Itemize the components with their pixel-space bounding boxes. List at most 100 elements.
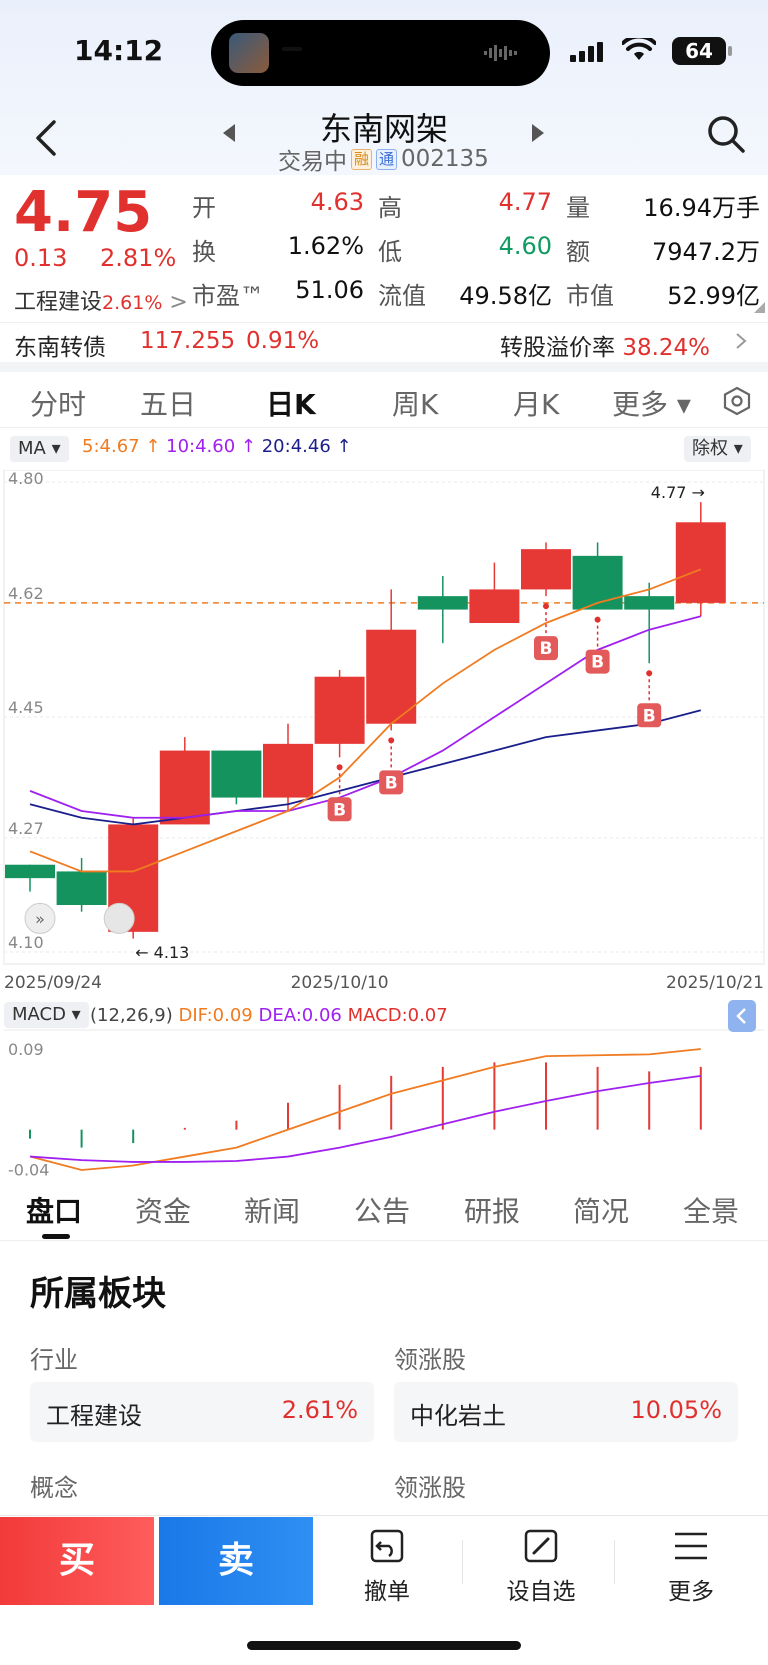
margin-tag: 融	[351, 148, 372, 170]
search-icon[interactable]	[706, 114, 746, 154]
section-title: 所属板块	[30, 1274, 166, 1314]
quote-label: 高	[378, 194, 402, 222]
sell-button[interactable]: 卖	[159, 1517, 313, 1605]
buy-signal-label: B	[385, 773, 398, 793]
status-time: 14:12	[74, 34, 164, 67]
y-tick-label: 4.27	[8, 819, 44, 838]
candle-body	[159, 750, 210, 825]
wifi-icon	[622, 38, 656, 60]
bond-pct: 0.91%	[246, 328, 320, 354]
tab-overview[interactable]: 全景	[683, 1195, 740, 1228]
active-tab-underline	[282, 47, 302, 51]
x-axis-label: 2025/10/21	[666, 973, 764, 993]
edit-icon	[524, 1529, 558, 1563]
macd-dea-line	[29, 1074, 701, 1163]
industry-label: 行业	[30, 1346, 78, 1374]
buy-signal-dot	[646, 670, 653, 677]
buy-signal-badge	[534, 636, 558, 661]
next-stock-arrow-icon[interactable]	[532, 124, 544, 142]
cellular-signal-icon	[570, 42, 603, 62]
kline-chart[interactable]: 4.80 4.62 4.45 4.27 4.10 B B B B B 4.77 → ← 4.13 » 20…	[0, 470, 768, 1180]
stock-subtitle: 交易中 融 通 002135	[278, 142, 489, 176]
settings-icon[interactable]	[722, 386, 752, 416]
max-price-label: 4.77 →	[651, 483, 705, 502]
tab-more[interactable]: 更多 ▾	[612, 388, 691, 421]
tab-daily-k[interactable]: 日K	[266, 388, 316, 421]
tab-profile[interactable]: 简况	[573, 1195, 630, 1228]
add-watchlist-button[interactable]: 设自选	[486, 1528, 596, 1606]
divider	[0, 322, 768, 323]
detail-tabs: 盘口 资金 新闻 公告 研报 简况 全景	[0, 1190, 768, 1240]
leader-label: 领涨股	[394, 1474, 466, 1502]
y-tick-label: 4.45	[8, 698, 44, 717]
tab-five-day[interactable]: 五日	[140, 388, 197, 421]
buy-button[interactable]: 买	[0, 1517, 154, 1605]
leader-card[interactable]: 中化岩土 10.05%	[394, 1382, 738, 1442]
collapse-sidebar-icon	[24, 902, 56, 934]
divider	[462, 1540, 463, 1584]
premium-value: 38.24%	[622, 335, 711, 361]
x-axis-label: 2025/10/10	[291, 973, 389, 993]
y-tick-label: 4.10	[8, 933, 44, 952]
quote-label: 流值	[378, 282, 426, 310]
ma20-value: 20:4.46 ↑	[261, 436, 352, 457]
quote-label: 市值	[566, 282, 614, 310]
expand-corner-icon[interactable]	[754, 302, 765, 313]
industry-link[interactable]: 工程建设2.61% >	[14, 284, 188, 316]
tab-news[interactable]: 新闻	[244, 1195, 301, 1228]
macd-y-tick: 0.09	[8, 1040, 44, 1059]
ma20-line	[29, 709, 702, 826]
tab-research[interactable]: 研报	[464, 1195, 521, 1228]
back-arrow-icon[interactable]	[32, 118, 60, 158]
double-chevron-icon: »	[35, 909, 45, 928]
tab-monthly-k[interactable]: 月K	[513, 388, 560, 421]
audio-wave-icon	[484, 45, 517, 61]
chevron-left-icon	[736, 1008, 746, 1024]
tab-announcements[interactable]: 公告	[354, 1195, 411, 1228]
macd-dif-line	[29, 1048, 701, 1171]
quote-value: 4.63	[310, 188, 364, 216]
section-gap	[0, 362, 768, 372]
leader-name: 中化岩土	[410, 1402, 506, 1430]
tab-capital[interactable]: 资金	[135, 1195, 192, 1228]
adjustment-selector[interactable]: 除权 ▾	[684, 436, 751, 462]
tab-order-book[interactable]: 盘口	[26, 1195, 83, 1228]
bond-price: 117.255	[140, 328, 236, 354]
candle-body	[469, 589, 520, 623]
tab-intraday[interactable]: 分时	[30, 388, 87, 421]
quote-value: 52.99亿	[667, 282, 760, 310]
premium-label: 转股溢价率	[500, 335, 615, 361]
candle-body	[366, 629, 417, 724]
battery-indicator: 64	[672, 37, 726, 65]
quote-label: 开	[192, 194, 216, 222]
candle-body	[314, 676, 365, 744]
macd-params: (12,26,9)	[90, 1005, 173, 1026]
last-price: 4.75	[14, 180, 153, 245]
convertible-bond-row[interactable]: 东南转债 117.255 0.91%	[14, 328, 319, 362]
tab-weekly-k[interactable]: 周K	[392, 388, 439, 421]
min-price-label: ← 4.13	[135, 943, 189, 962]
buy-signal-dot	[336, 764, 343, 771]
connect-tag: 通	[376, 148, 397, 170]
macd-dea: DEA:0.06	[258, 1005, 342, 1026]
ma-legend: 5:4.67 ↑ 10:4.60 ↑ 20:4.46 ↑	[82, 436, 352, 457]
buy-signal-label: B	[333, 800, 346, 820]
quote-label: 额	[566, 238, 590, 266]
fullscreen-icon	[103, 902, 135, 934]
cancel-order-button[interactable]: 撤单	[332, 1528, 442, 1606]
macd-selector[interactable]: MACD ▾	[4, 1002, 89, 1028]
home-indicator	[247, 1641, 521, 1650]
more-button[interactable]: 更多	[636, 1528, 746, 1606]
industry-card[interactable]: 工程建设 2.61%	[30, 1382, 374, 1442]
quote-value: 7947.2万	[652, 238, 760, 266]
prev-stock-arrow-icon[interactable]	[223, 124, 235, 142]
indicator-selector[interactable]: MA ▾	[10, 436, 69, 462]
active-tab-underline	[42, 1234, 70, 1239]
chevron-right-icon[interactable]	[734, 331, 748, 351]
candle-body	[5, 864, 55, 879]
macd-dif: DIF:0.09	[178, 1005, 253, 1026]
industry-name: 工程建设	[46, 1402, 142, 1430]
collapse-panel-button[interactable]	[728, 1000, 756, 1032]
macd-y-tick: -0.04	[8, 1161, 49, 1180]
stock-name: 东南网架	[319, 110, 448, 148]
